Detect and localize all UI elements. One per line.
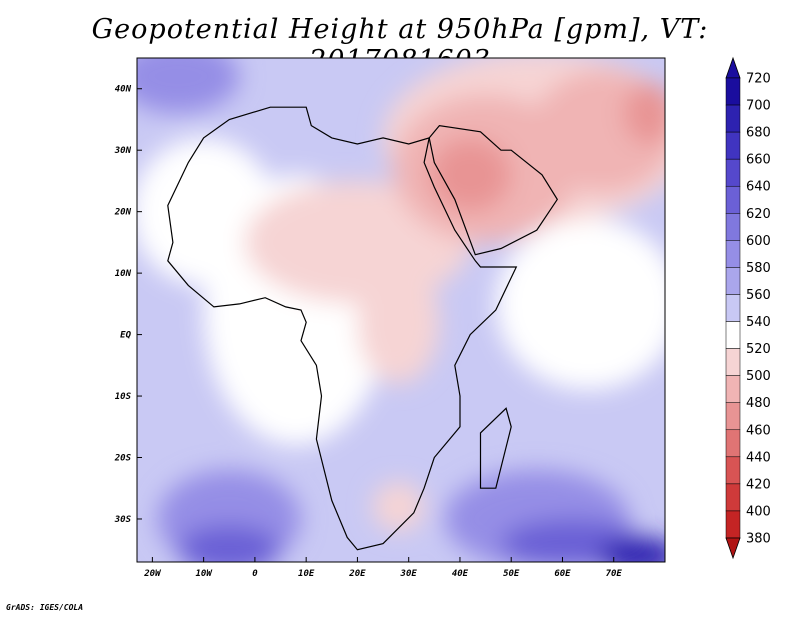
y-axis: 40N 30N 20N 10N EQ 10S 20S 30S xyxy=(114,85,142,525)
colorbar-swatch-4 xyxy=(725,185,741,214)
colorbar-top-arrow xyxy=(725,56,741,79)
x-tick-label: 20W xyxy=(143,569,162,579)
grads-credit: GrADS: IGES/COLA xyxy=(6,603,84,612)
colorbar-label: 560 xyxy=(746,288,771,303)
y-tick-label: 20S xyxy=(114,454,132,464)
colorbar-label: 460 xyxy=(746,423,771,438)
colorbar-label: 620 xyxy=(746,207,771,222)
colorbar-label: 640 xyxy=(746,180,771,195)
field-blob-9 xyxy=(623,82,665,145)
field-blob-10 xyxy=(372,482,425,532)
plot-frame xyxy=(136,57,666,563)
plot-area xyxy=(137,58,665,562)
x-tick-label: 70E xyxy=(606,569,623,579)
coastlines xyxy=(167,106,559,551)
field-blob-16 xyxy=(598,537,665,562)
colorbar-label: 520 xyxy=(746,342,771,357)
y-tick-label: 30S xyxy=(114,515,132,525)
x-tick-label: 50E xyxy=(503,569,520,579)
colorbar-bottom-arrow xyxy=(725,537,741,560)
colorbar-label: 440 xyxy=(746,450,771,465)
colorbar-swatch-7 xyxy=(725,267,741,295)
colorbar-swatch-5 xyxy=(725,213,741,241)
colorbar-label: 600 xyxy=(746,234,771,249)
field-blob-14 xyxy=(178,525,281,562)
colorbar-swatch-13 xyxy=(725,429,741,458)
colorbar-swatch-14 xyxy=(725,456,741,485)
colorbar-swatch-8 xyxy=(725,294,741,322)
colorbar-swatch-0 xyxy=(725,77,741,106)
field-blob-4 xyxy=(357,260,440,384)
colorbar-label: 420 xyxy=(746,477,771,492)
y-tick-label: 10N xyxy=(115,269,132,279)
colorbar-swatch-10 xyxy=(725,348,741,376)
x-tick-label: 30E xyxy=(400,569,418,579)
colorbar-label: 480 xyxy=(746,396,771,411)
colorbar-label: 540 xyxy=(746,315,771,330)
field-blob-8 xyxy=(429,137,512,212)
colorbar-label: 580 xyxy=(746,261,771,276)
x-axis: 20W 10W 0 10E 20E 30E 40E 50E 60E 70E xyxy=(143,557,622,579)
colorbar-label: 720 xyxy=(746,72,771,87)
x-tick-label: 20E xyxy=(348,569,366,579)
field-blob-11 xyxy=(137,58,240,114)
colorbar-label: 660 xyxy=(746,153,771,168)
colorbar-swatch-9 xyxy=(725,321,741,349)
colorbar-swatch-11 xyxy=(725,375,741,403)
colorbar-swatch-6 xyxy=(725,240,741,268)
colorbar: 720 700 680 660 640 620 600 580 560 540 520 500 480 4… xyxy=(725,56,771,560)
colorbar-swatch-16 xyxy=(725,510,741,539)
x-tick-label: 10W xyxy=(196,569,214,579)
x-tick-label: 40E xyxy=(452,569,469,579)
x-tick-label: 10E xyxy=(298,569,315,579)
colorbar-label: 700 xyxy=(746,99,771,114)
x-tick-label: 0 xyxy=(252,569,258,579)
madagascar-coastline xyxy=(479,407,512,489)
y-tick-label: 30N xyxy=(114,146,132,156)
colorbar-label: 400 xyxy=(746,504,771,519)
y-tick-label: EQ xyxy=(120,331,131,341)
colorbar-swatch-2 xyxy=(725,131,741,160)
colorbar-label: 380 xyxy=(746,532,771,547)
arabia-coastline xyxy=(428,124,559,256)
y-tick-label: 10S xyxy=(115,392,132,402)
colorbar-label: 500 xyxy=(746,369,771,384)
y-tick-label: 20N xyxy=(114,208,132,218)
colorbar-swatch-15 xyxy=(725,483,741,512)
field-blob-1 xyxy=(495,217,665,390)
y-tick-label: 40N xyxy=(115,85,132,95)
x-tick-label: 60E xyxy=(554,569,571,579)
africa-coastline xyxy=(167,106,518,551)
colorbar-label: 680 xyxy=(746,126,771,141)
colorbar-swatch-3 xyxy=(725,158,741,187)
colorbar-swatch-1 xyxy=(725,104,741,133)
colorbar-swatch-12 xyxy=(725,402,741,431)
